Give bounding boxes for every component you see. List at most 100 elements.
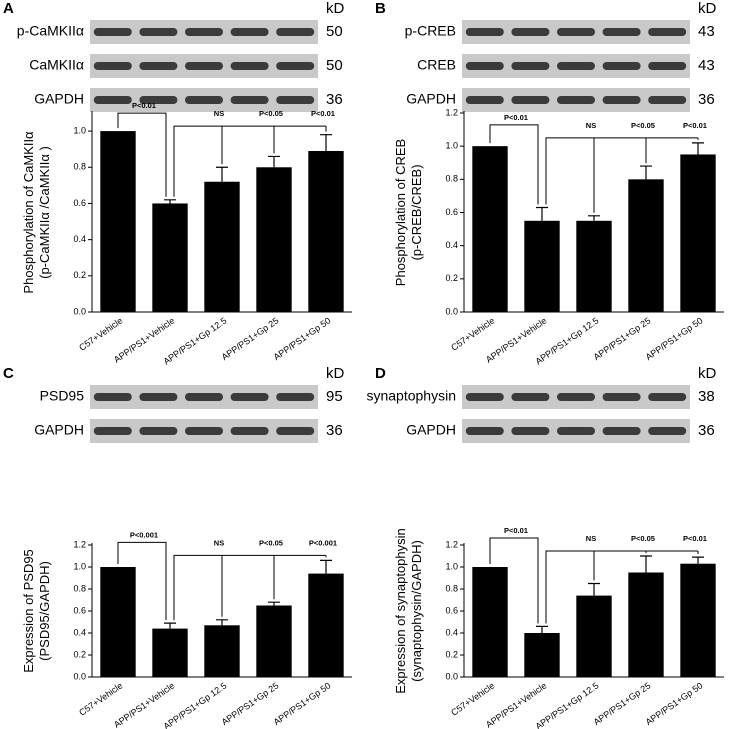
blot-band xyxy=(465,62,504,70)
blot-band xyxy=(602,28,641,36)
blot-band xyxy=(465,96,504,104)
blot-kd: 36 xyxy=(698,91,715,108)
bracket xyxy=(117,541,167,621)
y-tick-label: 0.2 xyxy=(445,273,458,283)
significance: NS xyxy=(586,534,596,543)
bracket xyxy=(545,137,698,205)
significance: NS xyxy=(214,538,224,547)
blot-band xyxy=(648,28,687,36)
y-tick-label: 0.4 xyxy=(73,234,86,244)
blot-kd: 43 xyxy=(698,23,715,40)
blot-band xyxy=(93,96,132,104)
y-tick-label: 0.6 xyxy=(445,207,458,217)
blot-kd: 38 xyxy=(698,388,715,405)
bar xyxy=(576,595,612,677)
y-axis-label-line: (p-CREB/CREB) xyxy=(409,164,424,260)
blot-band xyxy=(557,62,595,70)
blot-band xyxy=(230,427,269,435)
blot-band xyxy=(465,393,504,401)
error-bar xyxy=(268,601,280,606)
blot-band xyxy=(648,62,687,70)
y-axis-label-line: (PSD95/GAPDH) xyxy=(37,561,52,661)
blot-band xyxy=(139,393,178,401)
bracket xyxy=(489,537,539,624)
panel-letter: D xyxy=(375,365,386,382)
bar xyxy=(680,154,716,312)
error-bar xyxy=(320,559,332,574)
x-tick-label: C57+Vehicle xyxy=(449,680,496,717)
significance: P<0.05 xyxy=(259,538,283,547)
error-bar xyxy=(640,555,652,573)
y-axis-label-line: Expression of PSD95 xyxy=(21,549,36,673)
significance: P<0.05 xyxy=(631,121,655,130)
y-tick-label: 1.2 xyxy=(445,107,458,117)
y-tick-label: 0.0 xyxy=(73,306,86,316)
y-tick-label: 0.6 xyxy=(73,605,86,615)
y-tick-label: 1.0 xyxy=(73,561,86,571)
y-axis-label-line: (p-CaMKIIα /CaMKIIα ) xyxy=(37,146,52,279)
y-tick-label: 0.0 xyxy=(445,306,458,316)
bar xyxy=(100,567,136,677)
bracket xyxy=(117,112,167,197)
kd-unit: kD xyxy=(698,0,717,17)
blot-label: synaptophysin xyxy=(366,388,456,404)
blot-band xyxy=(511,427,550,435)
blot-kd: 50 xyxy=(326,23,343,40)
bar xyxy=(680,563,716,677)
bar xyxy=(524,633,560,677)
y-tick-label: 0.2 xyxy=(73,649,86,659)
bracket xyxy=(173,554,326,621)
y-tick-label: 0.8 xyxy=(445,583,458,593)
y-tick-label: 0.8 xyxy=(73,583,86,593)
blot-kd: 50 xyxy=(326,57,343,74)
blot-band xyxy=(276,28,315,36)
blot-band xyxy=(185,427,223,435)
blot-label: GAPDH xyxy=(34,91,84,107)
y-tick-label: 0.0 xyxy=(445,671,458,681)
blot-label: p-CaMKIIα xyxy=(17,23,84,39)
error-bar xyxy=(164,622,176,629)
bar xyxy=(472,567,508,677)
blot-band xyxy=(276,427,315,435)
x-tick-label: C57+Vehicle xyxy=(77,315,124,352)
blot-label: PSD95 xyxy=(40,388,85,404)
blot-band xyxy=(139,96,178,104)
y-tick-label: 0.6 xyxy=(445,605,458,615)
blot-label: p-CREB xyxy=(405,23,456,39)
y-tick-label: 0.8 xyxy=(73,162,86,172)
y-axis-label-line: Phosphorylation of CaMKIIα xyxy=(21,131,36,294)
blot-label: GAPDH xyxy=(34,422,84,438)
blot-band xyxy=(93,427,132,435)
bar xyxy=(152,203,188,312)
error-bar xyxy=(320,134,332,151)
blot-band xyxy=(557,427,595,435)
significance: P<0.001 xyxy=(309,538,337,547)
blot-band xyxy=(465,427,504,435)
bracket xyxy=(173,125,326,197)
blot-band xyxy=(276,96,315,104)
bar xyxy=(472,146,508,312)
error-bar xyxy=(588,582,600,596)
y-tick-label: 1.2 xyxy=(445,539,458,549)
bar xyxy=(308,150,344,312)
blot-band xyxy=(93,62,132,70)
blot-band xyxy=(276,393,315,401)
y-axis-label-line: Expression of synaptophysin xyxy=(393,528,408,693)
x-tick-label: APP/PS1+Gp 50 xyxy=(644,315,705,362)
y-tick-label: 0.4 xyxy=(445,627,458,637)
panel-letter: C xyxy=(3,365,14,382)
x-tick-label: APP/PS1+Gp 50 xyxy=(644,680,705,727)
significance: P<0.01 xyxy=(504,526,528,535)
blot-kd: 36 xyxy=(326,422,343,439)
blot-band xyxy=(230,28,269,36)
blot-band xyxy=(602,96,641,104)
significance: NS xyxy=(586,121,596,130)
blot-band xyxy=(557,28,595,36)
y-tick-label: 1.0 xyxy=(445,141,458,151)
y-tick-label: 0.8 xyxy=(445,174,458,184)
blot-band xyxy=(185,393,223,401)
